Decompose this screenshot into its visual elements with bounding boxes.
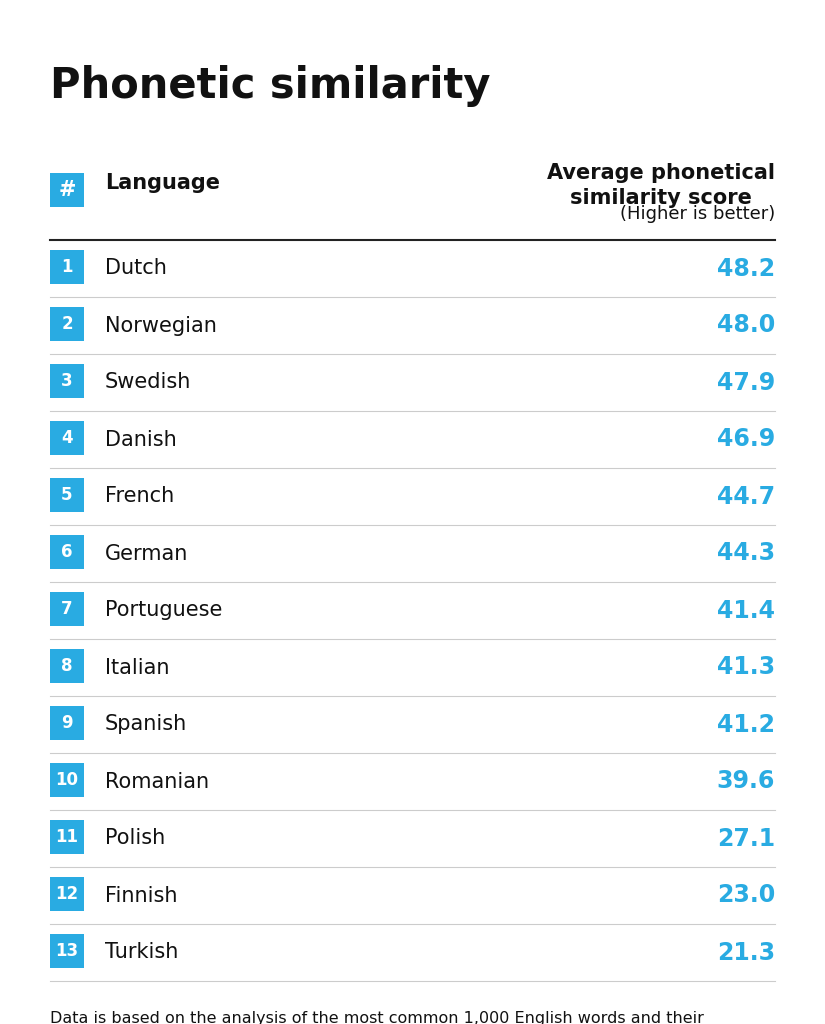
FancyBboxPatch shape <box>50 820 84 854</box>
FancyBboxPatch shape <box>50 706 84 740</box>
Text: Norwegian: Norwegian <box>105 315 217 336</box>
FancyBboxPatch shape <box>50 307 84 341</box>
Text: French: French <box>105 486 174 507</box>
FancyBboxPatch shape <box>50 934 84 968</box>
Text: 41.2: 41.2 <box>717 713 775 736</box>
Text: 12: 12 <box>55 885 78 903</box>
FancyBboxPatch shape <box>50 877 84 911</box>
Text: Finnish: Finnish <box>105 886 177 905</box>
Text: 48.2: 48.2 <box>717 256 775 281</box>
Text: 7: 7 <box>61 600 73 618</box>
Text: 9: 9 <box>61 714 73 732</box>
FancyBboxPatch shape <box>50 173 84 207</box>
Text: 41.3: 41.3 <box>717 655 775 680</box>
Text: Dutch: Dutch <box>105 258 167 279</box>
Text: Romanian: Romanian <box>105 771 209 792</box>
Text: #: # <box>59 180 76 200</box>
FancyBboxPatch shape <box>50 592 84 626</box>
Text: Spanish: Spanish <box>105 715 187 734</box>
Text: 1: 1 <box>61 258 73 276</box>
Text: 27.1: 27.1 <box>717 826 775 851</box>
Text: 47.9: 47.9 <box>717 371 775 394</box>
FancyBboxPatch shape <box>50 364 84 398</box>
FancyBboxPatch shape <box>50 421 84 455</box>
Text: 2: 2 <box>61 315 73 333</box>
Text: 44.3: 44.3 <box>717 542 775 565</box>
FancyBboxPatch shape <box>50 478 84 512</box>
Text: Polish: Polish <box>105 828 165 849</box>
FancyBboxPatch shape <box>50 250 84 284</box>
Text: 5: 5 <box>61 486 73 504</box>
FancyBboxPatch shape <box>50 763 84 797</box>
Text: Turkish: Turkish <box>105 942 178 963</box>
Text: 6: 6 <box>61 543 73 561</box>
Text: Average phonetical
similarity score: Average phonetical similarity score <box>547 163 775 208</box>
Text: 41.4: 41.4 <box>717 598 775 623</box>
Text: 4: 4 <box>61 429 73 447</box>
Text: (Higher is better): (Higher is better) <box>620 205 775 223</box>
Text: Data is based on the analysis of the most common 1,000 English words and their: Data is based on the analysis of the mos… <box>50 1011 704 1024</box>
Text: 39.6: 39.6 <box>717 769 775 794</box>
Text: German: German <box>105 544 188 563</box>
Text: 21.3: 21.3 <box>717 940 775 965</box>
Text: Italian: Italian <box>105 657 169 678</box>
Text: 46.9: 46.9 <box>717 427 775 452</box>
Text: 23.0: 23.0 <box>717 884 775 907</box>
Text: Portuguese: Portuguese <box>105 600 223 621</box>
Text: Danish: Danish <box>105 429 177 450</box>
Text: 48.0: 48.0 <box>717 313 775 338</box>
Text: 8: 8 <box>61 657 73 675</box>
Text: 44.7: 44.7 <box>717 484 775 509</box>
Text: 3: 3 <box>61 372 73 390</box>
Text: Language: Language <box>105 173 220 193</box>
Text: Swedish: Swedish <box>105 373 191 392</box>
FancyBboxPatch shape <box>50 649 84 683</box>
Text: 10: 10 <box>55 771 78 790</box>
FancyBboxPatch shape <box>50 535 84 569</box>
Text: Phonetic similarity: Phonetic similarity <box>50 65 491 106</box>
Text: 11: 11 <box>55 828 78 846</box>
Text: 13: 13 <box>55 942 78 961</box>
